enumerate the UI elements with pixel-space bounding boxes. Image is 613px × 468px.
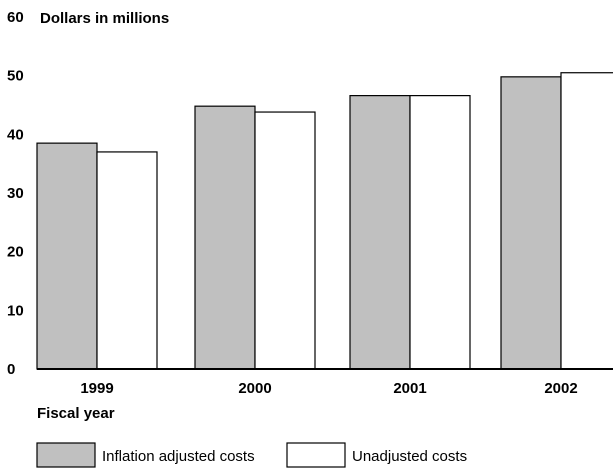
y-axis-ticks: 0 10 20 30 40 50 60 [7, 9, 24, 378]
y-tick-label: 60 [7, 9, 24, 26]
y-tick-label: 20 [7, 244, 24, 261]
legend: Inflation adjusted costs Unadjusted costs [36, 442, 467, 468]
bar-inflation-adjusted-2002 [500, 76, 562, 370]
bar-inflation-adjusted-2001 [349, 95, 411, 370]
bar-unadjusted-2000 [254, 111, 316, 370]
bar-unadjusted-2002 [560, 72, 613, 370]
y-tick-label: 10 [7, 302, 24, 319]
bar-inflation-adjusted-2000 [194, 105, 256, 370]
legend-label-unadjusted: Unadjusted costs [352, 448, 467, 465]
y-tick-label: 0 [7, 361, 15, 378]
bar-unadjusted-1999 [96, 151, 158, 370]
bar-unadjusted-2001 [409, 95, 471, 370]
bar-inflation-adjusted-1999 [36, 142, 98, 370]
x-tick-label: 2001 [393, 380, 426, 397]
x-tick-label: 1999 [80, 380, 113, 397]
bars [36, 72, 613, 370]
legend-swatch-unadjusted [286, 442, 346, 468]
legend-swatch-inflation-adjusted [36, 442, 96, 468]
x-axis-ticks: 1999 2000 2001 2002 [80, 380, 577, 397]
x-axis-label: Fiscal year [37, 405, 115, 422]
y-tick-label: 40 [7, 126, 24, 143]
x-tick-label: 2002 [544, 380, 577, 397]
legend-label-inflation-adjusted: Inflation adjusted costs [102, 448, 255, 465]
y-tick-label: 30 [7, 185, 24, 202]
x-tick-label: 2000 [238, 380, 271, 397]
chart-title: Dollars in millions [40, 10, 169, 27]
y-tick-label: 50 [7, 68, 24, 85]
